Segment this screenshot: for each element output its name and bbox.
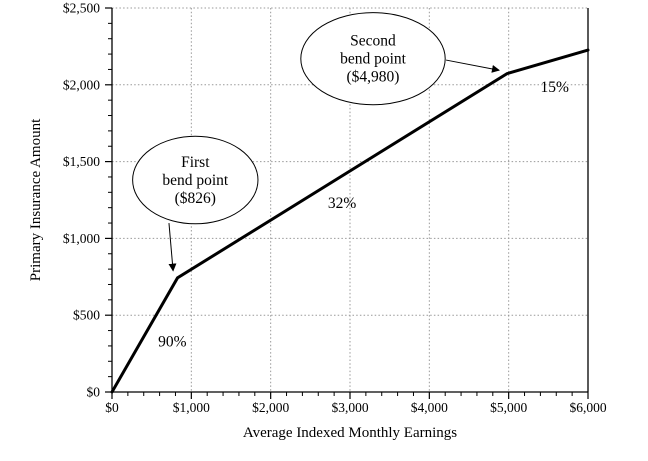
x-axis-tick-label: $2,000 xyxy=(252,400,289,415)
callout-text-line: Second xyxy=(350,33,396,50)
y-axis-title: Primary Insurance Amount xyxy=(28,118,44,282)
slope-label: 90% xyxy=(158,333,187,350)
x-axis-tick-label: $5,000 xyxy=(490,400,527,415)
callout-ellipse xyxy=(132,135,259,225)
callout-text-line: bend point xyxy=(340,51,407,68)
x-axis-title: Average Indexed Monthly Earnings xyxy=(242,425,458,441)
y-axis-tick-label: $2,000 xyxy=(63,77,100,92)
x-axis-tick-label: $3,000 xyxy=(331,400,368,415)
x-axis-tick-label: $1,000 xyxy=(173,400,210,415)
callout-text-line: ($826) xyxy=(175,190,216,207)
pia-line xyxy=(110,48,590,394)
callout-arrow xyxy=(168,222,177,272)
callout-text-line: bend point xyxy=(162,172,229,189)
y-axis-tick-label: $500 xyxy=(73,308,100,323)
callout-ellipse xyxy=(300,12,446,106)
y-axis-tick-label: $1,500 xyxy=(63,154,100,169)
callout-text-line: ($4,980) xyxy=(347,69,400,86)
y-axis-tick-label: $1,000 xyxy=(63,231,100,246)
x-axis-tick-label: $6,000 xyxy=(569,400,606,415)
x-axis-tick-label: $4,000 xyxy=(411,400,448,415)
y-axis-tick-label: $0 xyxy=(87,385,101,400)
slope-label: 32% xyxy=(328,195,357,212)
x-axis-tick-label: $0 xyxy=(105,400,119,415)
callout-arrow xyxy=(445,59,500,73)
slope-label: 15% xyxy=(540,79,569,96)
y-axis-tick-label: $2,500 xyxy=(63,1,100,16)
callout-text-line: First xyxy=(181,154,210,171)
